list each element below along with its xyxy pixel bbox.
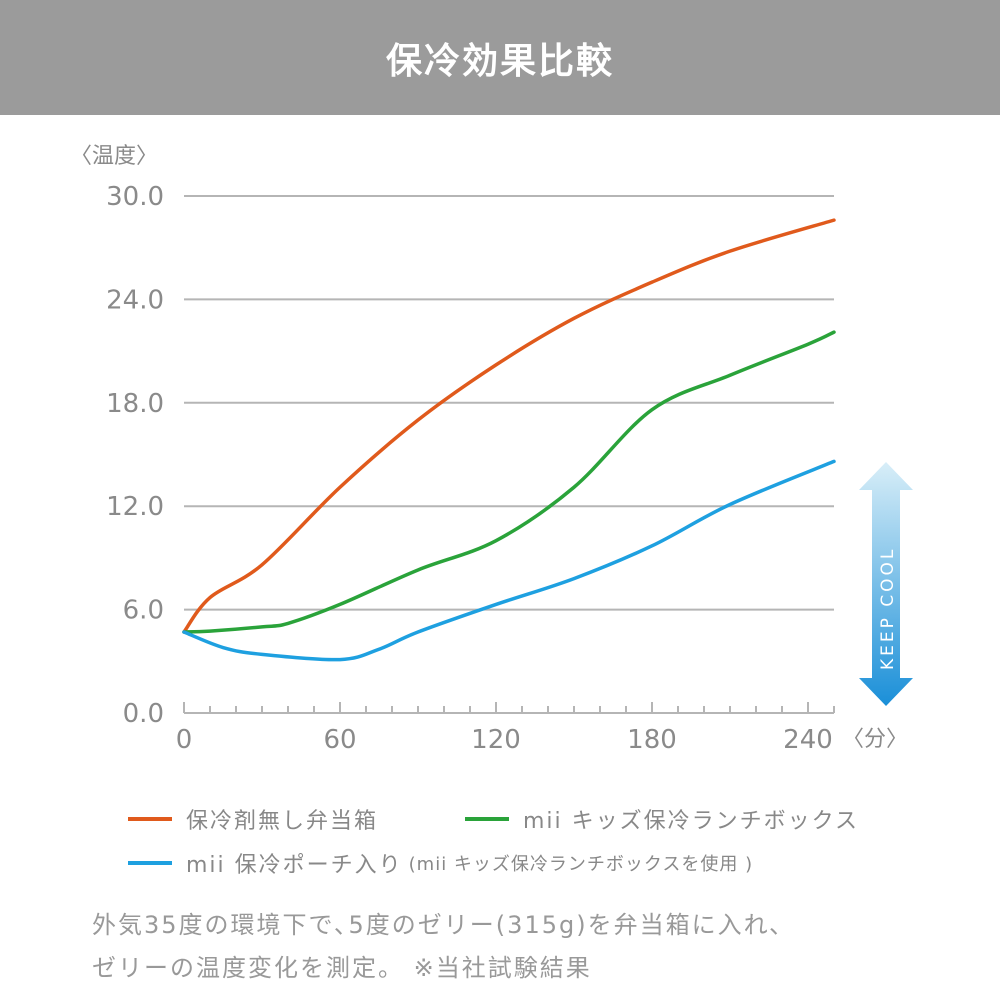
legend-note: (mii キッズ保冷ランチボックスを使用 ) [408, 854, 754, 875]
y-tick-label: 24.0 [106, 285, 164, 315]
x-tick-label: 180 [627, 725, 677, 755]
footnote-line-1: 外気35度の環境下で､5度のゼリー(315g)を弁当箱に入れ､ [92, 911, 784, 939]
legend-label: mii 保冷ポーチ入り [186, 853, 403, 878]
footnote-line-2: ゼリーの温度変化を測定。 ※当社試験結果 [92, 954, 592, 982]
y-tick-label: 12.0 [106, 492, 164, 522]
legend-label: 保冷剤無し弁当箱 [186, 809, 379, 834]
x-tick-label: 60 [323, 725, 356, 755]
keep-cool-label: KEEP COOL [878, 547, 898, 670]
legend-swatch [128, 817, 172, 821]
legend-label: mii キッズ保冷ランチボックス [523, 809, 859, 834]
x-axis-title: 〈分〉 [842, 727, 908, 752]
x-tick-label: 240 [783, 725, 833, 755]
series-line [182, 459, 836, 662]
y-axis-title: 〈温度〉 [70, 144, 158, 169]
legend-item: mii 保冷ポーチ入り (mii キッズ保冷ランチボックスを使用 ) [128, 847, 753, 879]
y-tick-label: 6.0 [123, 596, 164, 626]
x-tick-label: 120 [471, 725, 521, 755]
series-line [182, 218, 836, 634]
y-tick-label: 30.0 [106, 182, 164, 212]
legend-swatch [128, 861, 172, 865]
y-tick-label: 0.0 [123, 699, 164, 729]
keep-cool-arrow: KEEP COOL [859, 462, 913, 706]
legend-swatch [465, 817, 509, 821]
legend-item: 保冷剤無し弁当箱 [128, 803, 378, 835]
y-tick-label: 18.0 [106, 389, 164, 419]
page-title: 保冷効果比較 [0, 0, 1000, 115]
legend-item: mii キッズ保冷ランチボックス [465, 803, 859, 835]
series-line [182, 330, 836, 634]
x-tick-label: 0 [176, 725, 193, 755]
